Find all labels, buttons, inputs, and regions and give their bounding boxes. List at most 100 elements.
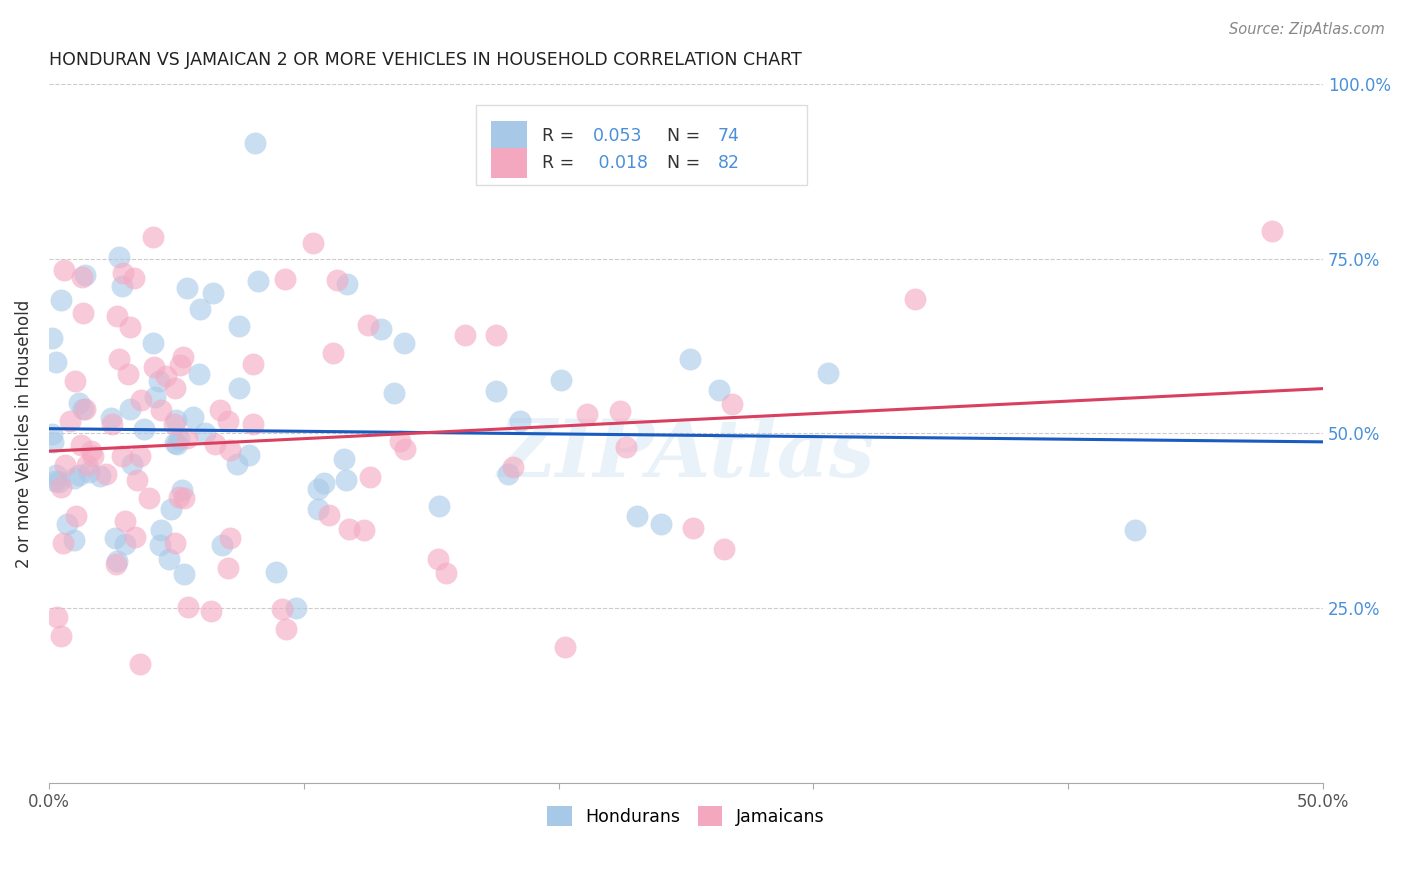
- Point: [142, 229, 165, 244]
- Point: [243, 136, 266, 151]
- Point: [76, 458, 98, 473]
- Point: [148, 374, 170, 388]
- Point: [307, 501, 329, 516]
- Point: [720, 397, 742, 411]
- Point: [679, 351, 702, 366]
- Point: [209, 403, 232, 417]
- Point: [509, 414, 531, 428]
- Point: [72, 401, 94, 416]
- Point: [163, 381, 186, 395]
- Point: [626, 509, 648, 524]
- Point: [59, 414, 82, 428]
- Point: [63, 471, 86, 485]
- Point: [138, 491, 160, 505]
- Point: [51, 535, 73, 549]
- Point: [73, 268, 96, 282]
- Text: R =: R =: [543, 127, 579, 145]
- Point: [382, 385, 405, 400]
- Point: [49, 629, 72, 643]
- Point: [111, 278, 134, 293]
- Point: [226, 457, 249, 471]
- Point: [502, 459, 524, 474]
- Point: [77, 465, 100, 479]
- Point: [682, 521, 704, 535]
- Point: [242, 357, 264, 371]
- Point: [45, 355, 67, 369]
- Point: [576, 407, 599, 421]
- Point: [49, 293, 72, 307]
- Point: [333, 452, 356, 467]
- Point: [42, 435, 65, 450]
- Point: [107, 250, 129, 264]
- Point: [89, 469, 111, 483]
- Point: [112, 266, 135, 280]
- Point: [128, 657, 150, 671]
- Point: [370, 322, 392, 336]
- Point: [70, 270, 93, 285]
- Point: [394, 442, 416, 457]
- Point: [274, 623, 297, 637]
- Point: [307, 482, 329, 496]
- Point: [176, 281, 198, 295]
- Point: [72, 305, 94, 319]
- Point: [107, 352, 129, 367]
- Point: [117, 367, 139, 381]
- Text: N =: N =: [666, 154, 706, 172]
- Point: [49, 480, 72, 494]
- Text: ZIPAtlas: ZIPAtlas: [498, 416, 875, 493]
- Point: [713, 541, 735, 556]
- Point: [165, 413, 187, 427]
- Point: [550, 373, 572, 387]
- Point: [707, 384, 730, 398]
- Point: [322, 346, 344, 360]
- Point: [82, 450, 104, 464]
- Point: [217, 561, 239, 575]
- Point: [167, 491, 190, 505]
- Point: [69, 438, 91, 452]
- Point: [271, 602, 294, 616]
- Point: [353, 523, 375, 537]
- Point: [173, 566, 195, 581]
- Point: [285, 601, 308, 615]
- Point: [496, 467, 519, 481]
- Y-axis label: 2 or more Vehicles in Household: 2 or more Vehicles in Household: [15, 300, 32, 567]
- Point: [188, 301, 211, 316]
- Point: [142, 360, 165, 375]
- Point: [485, 327, 508, 342]
- Point: [63, 375, 86, 389]
- Point: [56, 516, 79, 531]
- Point: [173, 491, 195, 505]
- Point: [155, 368, 177, 383]
- Point: [264, 565, 287, 579]
- Point: [302, 235, 325, 250]
- Point: [163, 417, 186, 431]
- Text: R =: R =: [543, 154, 579, 172]
- Point: [104, 531, 127, 545]
- Point: [48, 475, 70, 489]
- Point: [73, 401, 96, 416]
- Point: [166, 437, 188, 451]
- FancyBboxPatch shape: [491, 148, 527, 178]
- Point: [157, 551, 180, 566]
- Legend: Hondurans, Jamaicans: Hondurans, Jamaicans: [540, 799, 832, 833]
- Point: [105, 310, 128, 324]
- Point: [485, 384, 508, 398]
- Point: [817, 367, 839, 381]
- Point: [336, 277, 359, 291]
- Point: [67, 468, 90, 483]
- Point: [163, 535, 186, 549]
- Point: [242, 417, 264, 432]
- Text: 0.053: 0.053: [593, 127, 643, 145]
- Point: [122, 271, 145, 285]
- Point: [46, 610, 69, 624]
- Point: [149, 403, 172, 417]
- Point: [134, 422, 156, 436]
- Point: [312, 475, 335, 490]
- Point: [200, 604, 222, 618]
- Point: [167, 432, 190, 446]
- Point: [650, 516, 672, 531]
- Point: [45, 468, 67, 483]
- Point: [273, 272, 295, 286]
- Point: [67, 396, 90, 410]
- Text: Source: ZipAtlas.com: Source: ZipAtlas.com: [1229, 22, 1385, 37]
